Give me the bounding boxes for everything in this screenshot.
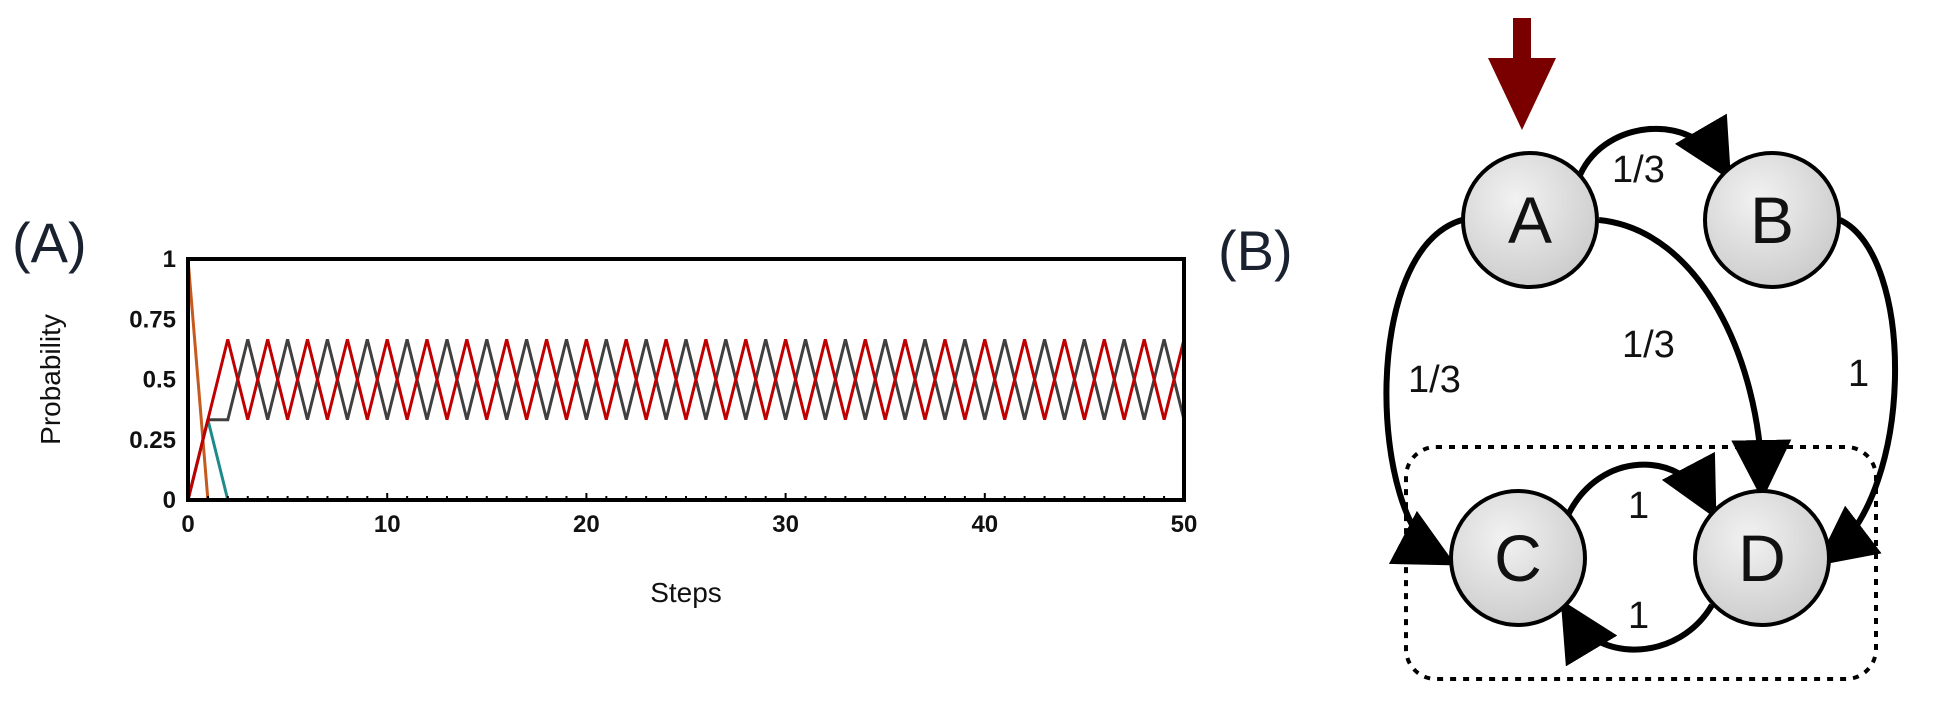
edge-label-d-c: 1 — [1628, 595, 1649, 637]
line-chart: 0 10 20 30 40 50 0 0.25 0.5 0.75 1 Steps Probability — [35, 246, 1197, 608]
y-tick-label: 1 — [163, 246, 176, 273]
y-axis-title: Probability — [35, 314, 66, 445]
edge-label-a-b: 1/3 — [1612, 149, 1665, 191]
edge-a-to-d — [1598, 217, 1792, 500]
node-a-label: A — [1508, 183, 1552, 257]
edge-b-to-d — [1815, 217, 1899, 566]
series-line-1 — [186, 419, 1184, 502]
x-tick-label: 0 — [181, 511, 194, 538]
node-d: D — [1693, 489, 1831, 627]
edge-d-to-c — [1560, 599, 1715, 667]
node-a: A — [1461, 151, 1599, 289]
panel-a: (A) 0 10 20 30 40 50 0 0.25 0.5 0.75 1 Steps Probabi… — [12, 211, 1197, 608]
edge-a-to-c — [1383, 217, 1463, 566]
edge-a-to-b — [1575, 113, 1732, 182]
series-line-3 — [186, 338, 1186, 501]
node-b: B — [1703, 151, 1841, 289]
edge-label-c-d: 1 — [1628, 485, 1649, 527]
edge-label-a-d: 1/3 — [1622, 324, 1675, 366]
x-tick-label: 10 — [374, 511, 401, 538]
y-tick-label: 0.25 — [129, 427, 176, 454]
node-c-label: C — [1494, 521, 1542, 595]
x-tick-label: 40 — [971, 511, 998, 538]
y-tick-label: 0 — [163, 487, 176, 514]
edge-c-to-d — [1565, 451, 1717, 519]
x-tick-label: 50 — [1171, 511, 1198, 538]
panel-b-label: (B) — [1218, 219, 1293, 282]
node-d-label: D — [1738, 521, 1786, 595]
y-tick-label: 0.5 — [143, 367, 176, 394]
x-axis-title: Steps — [650, 577, 722, 608]
node-b-label: B — [1750, 183, 1794, 257]
panel-b: (B) 1/3 1/3 1/3 1 1 1 A B — [1218, 18, 1899, 681]
x-tick-label: 20 — [573, 511, 600, 538]
edge-label-a-c: 1/3 — [1408, 359, 1461, 401]
edge-label-b-d: 1 — [1848, 353, 1869, 395]
series-line-2 — [186, 338, 1186, 501]
x-tick-label: 30 — [772, 511, 799, 538]
y-tick-label: 0.75 — [129, 306, 176, 333]
node-c: C — [1449, 489, 1587, 627]
panel-a-label: (A) — [12, 211, 87, 274]
start-arrow-icon — [1488, 18, 1556, 130]
